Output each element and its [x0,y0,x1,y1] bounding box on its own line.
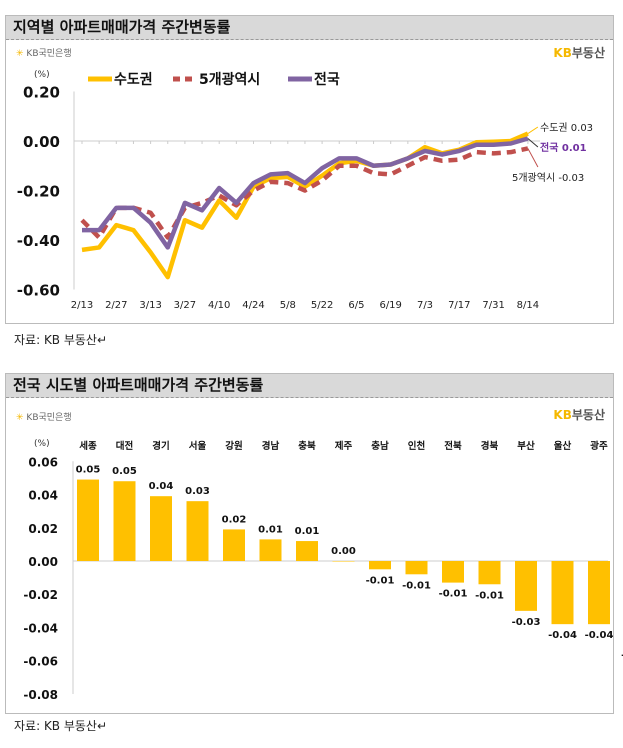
data-label: 0.05 [76,465,101,476]
bar-대전 [113,481,136,561]
bar-경북 [478,561,501,585]
data-label: -0.01 [439,589,468,600]
x-tick-label: 8/14 [517,300,539,311]
y-tick-label: 0.06 [28,455,58,469]
kb-bank-logo: ✳ KB국민은행 [16,49,72,59]
y-tick-label: -0.08 [23,688,58,702]
category-label: 충북 [298,440,316,452]
y-tick-label: -0.60 [17,282,60,300]
category-label: 충남 [371,440,389,452]
data-label: -0.04 [548,630,577,641]
leader-line [527,138,539,148]
bar-세종 [77,479,99,561]
bar-충남 [369,561,391,570]
y-tick-label: -0.02 [23,588,58,602]
end-label: 수도권 0.03 [540,122,593,134]
category-label: 강원 [225,440,242,452]
category-label: 서울 [189,440,207,452]
data-label: -0.01 [402,580,431,591]
y-tick-label: -0.06 [23,655,58,669]
y-tick-label: 0.20 [23,84,60,102]
x-tick-label: 2/13 [71,300,93,311]
kb-realestate-logo: KB부동산 [553,408,605,422]
chart1-title: 지역별 아파트매매가격 주간변동률 [6,16,613,40]
x-tick-label: 4/10 [208,300,230,311]
category-label: 대전 [116,440,133,452]
y-tick-label: 0.00 [23,133,60,151]
category-label: 울산 [554,440,572,452]
series-line-2 [82,136,529,250]
legend-label: 5개광역시 [199,71,260,88]
data-label: -0.01 [366,575,395,586]
data-label: 0.05 [112,466,137,477]
data-label: 0.00 [331,546,356,557]
y-tick-label: -0.20 [17,183,60,201]
bar-전북 [442,561,464,583]
data-label: 0.01 [258,524,283,535]
data-label: 0.04 [149,481,174,492]
line-chart: (%) 0.20 0.00 -0.20 -0.40 -0.60 2/13 2/27 3/13 3/… [17,70,593,311]
category-label: 경기 [152,440,169,452]
kb-realestate-logo: KB부동산 [553,46,605,60]
data-label: -0.01 [475,590,504,601]
bar-부산 [515,561,537,611]
data-label: 0.02 [222,514,247,525]
x-tick-label: 7/17 [448,300,470,311]
legend-label: 전국 [314,71,340,88]
bar-제주 [332,561,355,562]
bar-강원 [223,529,245,561]
bar-광주 [588,561,610,625]
x-tick-label: 6/5 [348,300,364,311]
bar-서울 [186,501,209,561]
bar-경남 [259,539,282,561]
x-tick-label: 5/8 [280,300,296,311]
x-tick-label: 3/13 [139,300,161,311]
end-label: 전국 0.01 [540,141,587,154]
y-tick-label: -0.04 [23,621,58,635]
category-label: 부산 [517,440,535,452]
category-label: 제주 [335,440,353,452]
chart1-panel: 지역별 아파트매매가격 주간변동률 ✳ KB국민은행 KB부동산 [5,15,614,324]
end-label: 5개광역시 -0.03 [512,172,584,184]
chart2-title: 전국 시도별 아파트매매가격 주간변동률 [6,374,613,398]
x-tick-label: 7/31 [482,300,504,311]
y-unit: (%) [34,439,50,449]
kb-bank-logo: ✳ KB국민은행 [16,413,72,423]
category-label: 경북 [481,440,499,452]
y-unit: (%) [34,70,50,80]
bar-경기 [150,496,172,561]
chart1-source: 자료: KB 부동산↵ [14,333,108,347]
y-tick-label: 0.00 [28,555,58,569]
y-tick-label: -0.40 [17,232,60,250]
chart2-source: 자료: KB 부동산↵ [14,719,108,733]
category-label: 인천 [408,441,425,452]
y-tick-label: 0.02 [28,522,58,536]
x-tick-label: 6/19 [379,300,401,311]
category-label: 광주 [590,440,608,452]
bar-chart: (%) 0.06 0.04 0.02 0.00 -0.02 -0.04 -0.06 -0.08 세… [23,439,623,702]
bar-충북 [296,541,318,561]
data-label: 0.01 [295,526,320,537]
x-tick-label: 4/24 [242,300,264,311]
category-label: 전북 [444,440,462,452]
x-tick-label: 5/22 [311,300,333,311]
bar-울산 [551,561,574,625]
bar-인천 [405,561,428,575]
leader-line [527,126,539,134]
x-tick-label: 2/27 [105,300,127,311]
x-tick-label: 7/3 [417,300,433,311]
category-label: 경남 [262,440,280,452]
legend-label: 수도권 [114,72,153,88]
leader-line [527,148,539,168]
data-label: -0.05 [621,650,623,661]
data-label: -0.04 [585,630,614,641]
data-label: -0.03 [512,617,541,628]
series-line-1 [80,146,529,240]
category-label: 세종 [79,440,97,452]
x-tick-label: 3/27 [174,300,196,311]
data-label: 0.03 [185,486,210,497]
y-tick-label: 0.04 [28,489,58,503]
